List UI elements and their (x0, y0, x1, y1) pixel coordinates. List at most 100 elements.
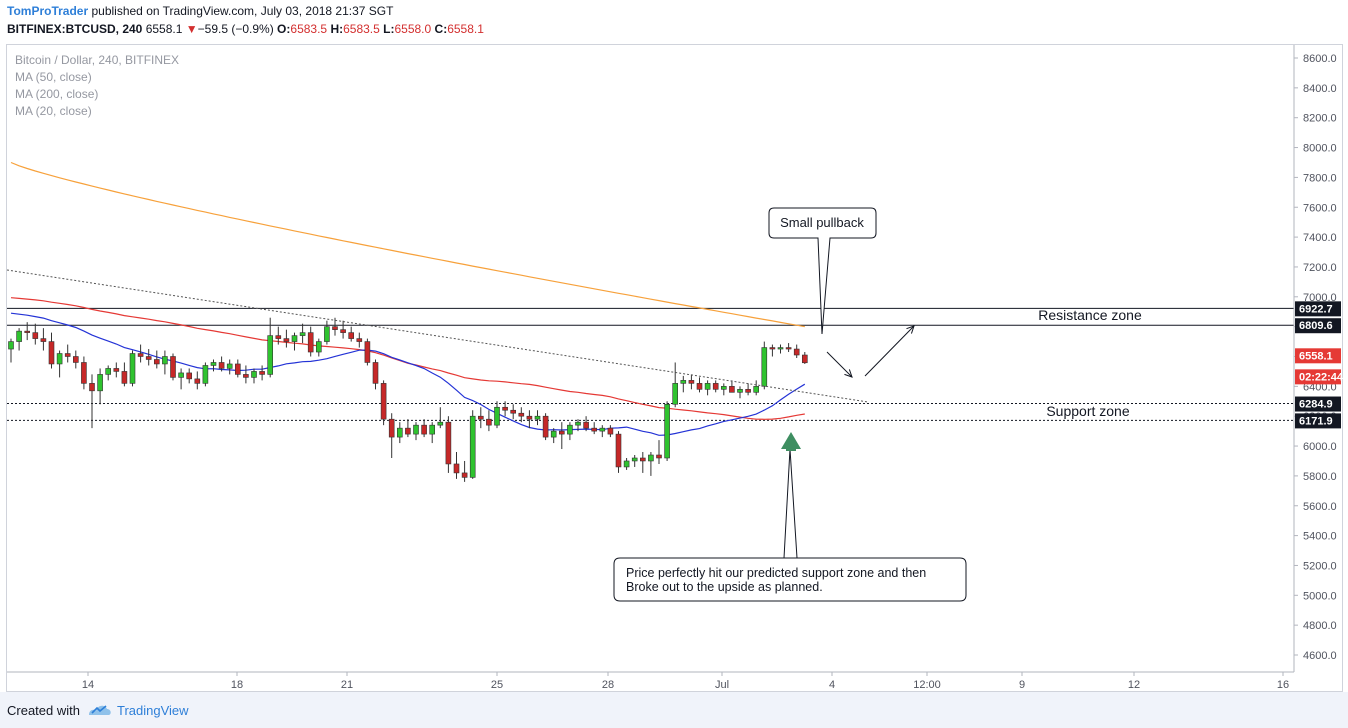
candle[interactable] (785, 343, 792, 353)
candle[interactable] (324, 320, 330, 345)
candle[interactable] (129, 350, 136, 387)
candle[interactable] (575, 419, 581, 432)
candle[interactable] (283, 329, 290, 348)
candle[interactable] (720, 383, 727, 396)
candle[interactable] (64, 344, 71, 363)
candle[interactable] (583, 416, 589, 432)
candle[interactable] (218, 356, 225, 372)
candle[interactable] (680, 375, 687, 393)
candle[interactable] (526, 410, 533, 429)
candle[interactable] (558, 422, 565, 450)
candle[interactable] (113, 362, 120, 378)
tradingview-logo-icon[interactable] (87, 701, 113, 717)
candle[interactable] (607, 425, 614, 438)
candle[interactable] (170, 353, 176, 381)
candle[interactable] (477, 407, 484, 429)
candle[interactable] (664, 401, 670, 461)
candle[interactable] (121, 362, 128, 387)
candle[interactable] (251, 368, 257, 384)
candle[interactable] (777, 344, 784, 354)
candle[interactable] (769, 344, 776, 357)
candle[interactable] (712, 380, 719, 393)
candle[interactable] (235, 359, 241, 378)
candle[interactable] (453, 452, 460, 479)
candle[interactable] (291, 332, 298, 351)
candle[interactable] (8, 338, 14, 363)
candle[interactable] (518, 407, 525, 423)
candle[interactable] (494, 401, 500, 429)
candle[interactable] (259, 365, 265, 381)
candle[interactable] (396, 422, 403, 444)
candle[interactable] (16, 328, 22, 351)
candle[interactable] (388, 413, 395, 458)
candle[interactable] (24, 322, 31, 341)
candle[interactable] (315, 338, 322, 357)
candle[interactable] (186, 368, 192, 384)
candle[interactable] (591, 422, 598, 435)
candle[interactable] (510, 404, 517, 420)
candle[interactable] (421, 419, 427, 438)
candle[interactable] (105, 365, 111, 381)
candle[interactable] (656, 440, 662, 464)
candle[interactable] (332, 317, 338, 336)
candle[interactable] (348, 326, 355, 342)
candle[interactable] (672, 362, 679, 408)
candle[interactable] (137, 344, 144, 363)
candle[interactable] (372, 359, 379, 390)
candle[interactable] (615, 431, 622, 473)
candle[interactable] (202, 362, 209, 387)
candle[interactable] (89, 374, 95, 429)
candle[interactable] (73, 350, 79, 369)
candle[interactable] (226, 359, 233, 375)
candle[interactable] (307, 326, 314, 357)
candle[interactable] (704, 380, 711, 396)
candle[interactable] (356, 332, 363, 348)
candle[interactable] (761, 341, 768, 390)
candle[interactable] (97, 368, 103, 405)
candle[interactable] (469, 410, 476, 479)
candle[interactable] (696, 377, 703, 393)
candle[interactable] (729, 380, 735, 393)
candle[interactable] (243, 365, 249, 384)
candle[interactable] (429, 422, 436, 444)
candle[interactable] (81, 356, 87, 390)
candle[interactable] (688, 374, 695, 390)
candle[interactable] (737, 386, 743, 399)
candle[interactable] (648, 452, 654, 476)
candle[interactable] (32, 323, 39, 345)
candle[interactable] (340, 320, 346, 339)
candle[interactable] (194, 371, 201, 390)
candle[interactable] (154, 350, 160, 369)
candle[interactable] (793, 344, 800, 358)
candle[interactable] (267, 317, 274, 378)
candle[interactable] (567, 422, 573, 441)
author-name[interactable]: TomProTrader (7, 4, 89, 18)
candle[interactable] (599, 425, 606, 438)
candle[interactable] (502, 401, 508, 417)
candle[interactable] (486, 410, 492, 432)
candle[interactable] (48, 332, 55, 369)
candle[interactable] (445, 416, 452, 473)
candle[interactable] (631, 455, 638, 467)
price-chart[interactable]: Resistance zone Support zone Small pullbac… (0, 0, 1348, 692)
candle[interactable] (753, 380, 760, 396)
candle[interactable] (405, 419, 411, 438)
candle[interactable] (145, 349, 152, 366)
candle[interactable] (550, 428, 557, 444)
candle[interactable] (162, 350, 168, 375)
candle[interactable] (56, 350, 63, 378)
candle[interactable] (745, 383, 751, 396)
candle[interactable] (210, 359, 217, 372)
candle[interactable] (413, 422, 419, 441)
candle[interactable] (299, 323, 306, 344)
candle[interactable] (542, 413, 549, 441)
tradingview-brand[interactable]: TradingView (117, 703, 189, 718)
candle[interactable] (461, 460, 468, 482)
candle[interactable] (364, 338, 371, 366)
candle[interactable] (178, 368, 184, 390)
candle[interactable] (437, 407, 444, 429)
candle[interactable] (623, 457, 630, 470)
candle[interactable] (40, 328, 47, 351)
candle[interactable] (275, 326, 282, 345)
candle[interactable] (534, 410, 541, 426)
